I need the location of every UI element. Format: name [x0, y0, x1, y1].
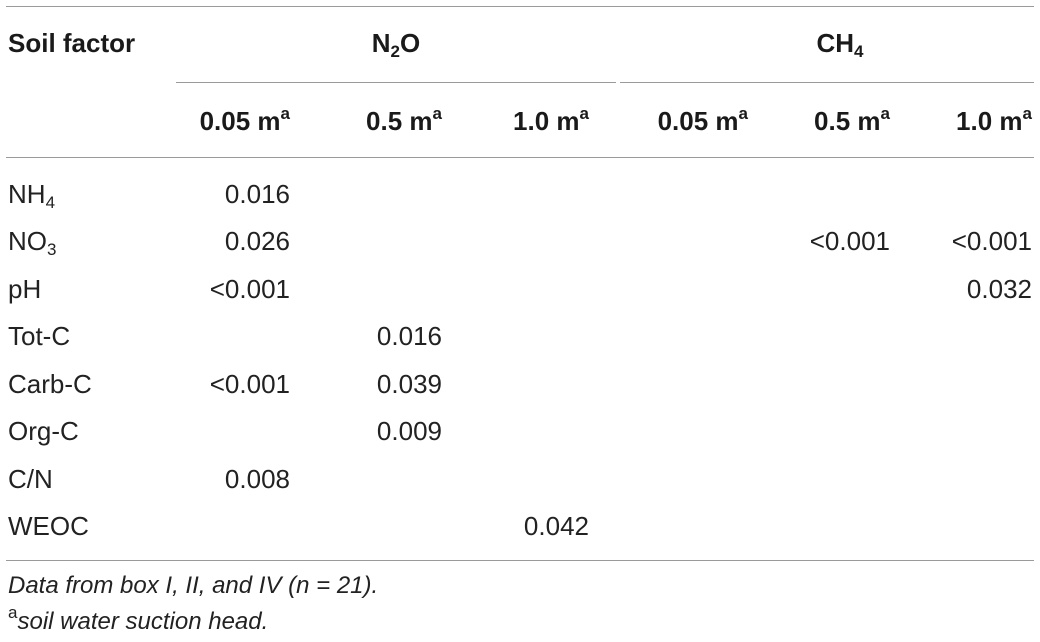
table-cell: <0.001: [809, 226, 890, 256]
row-label: NH4: [8, 179, 56, 212]
table-bottom-rule: [6, 560, 1034, 561]
row-label: Tot-C: [8, 321, 71, 351]
header-bottom-rule: [6, 157, 1034, 158]
table-cell: 0.039: [376, 369, 442, 399]
table-cell: 0.042: [523, 511, 589, 541]
row-label: C/N: [8, 464, 53, 494]
data-footnote: Data from box I, II, and IV (n = 21).: [8, 572, 379, 599]
depth-header: 0.05 ma: [199, 104, 290, 136]
top-rule: [6, 6, 1034, 7]
table-cell: 0.026: [224, 226, 290, 256]
table-cell: 0.008: [224, 464, 290, 494]
row-label: Org-C: [8, 416, 79, 446]
ch4-group-header: CH4: [816, 28, 864, 61]
row-label-header: Soil factor: [8, 28, 136, 58]
table-cell: <0.001: [209, 274, 290, 304]
row-label: pH: [8, 274, 42, 304]
depth-header: 0.5 ma: [366, 104, 442, 136]
depth-header: 0.05 ma: [657, 104, 748, 136]
table-cell: 0.032: [966, 274, 1032, 304]
ch4-group-rule: [620, 82, 1034, 83]
row-label: NO3: [8, 226, 57, 259]
n2o-group-rule: [176, 82, 616, 83]
table-cell: 0.016: [376, 321, 442, 351]
n2o-group-header: N2O: [371, 28, 421, 61]
depth-header: 1.0 ma: [956, 104, 1032, 136]
table-cell: <0.001: [209, 369, 290, 399]
superscript-footnote: asoil water suction head.: [8, 603, 269, 635]
row-label: Carb-C: [8, 369, 92, 399]
depth-header: 1.0 ma: [513, 104, 589, 136]
table-cell: <0.001: [951, 226, 1032, 256]
row-label: WEOC: [8, 511, 89, 541]
table-cell: 0.016: [224, 179, 290, 209]
depth-header: 0.5 ma: [814, 104, 890, 136]
table-cell: 0.009: [376, 416, 442, 446]
